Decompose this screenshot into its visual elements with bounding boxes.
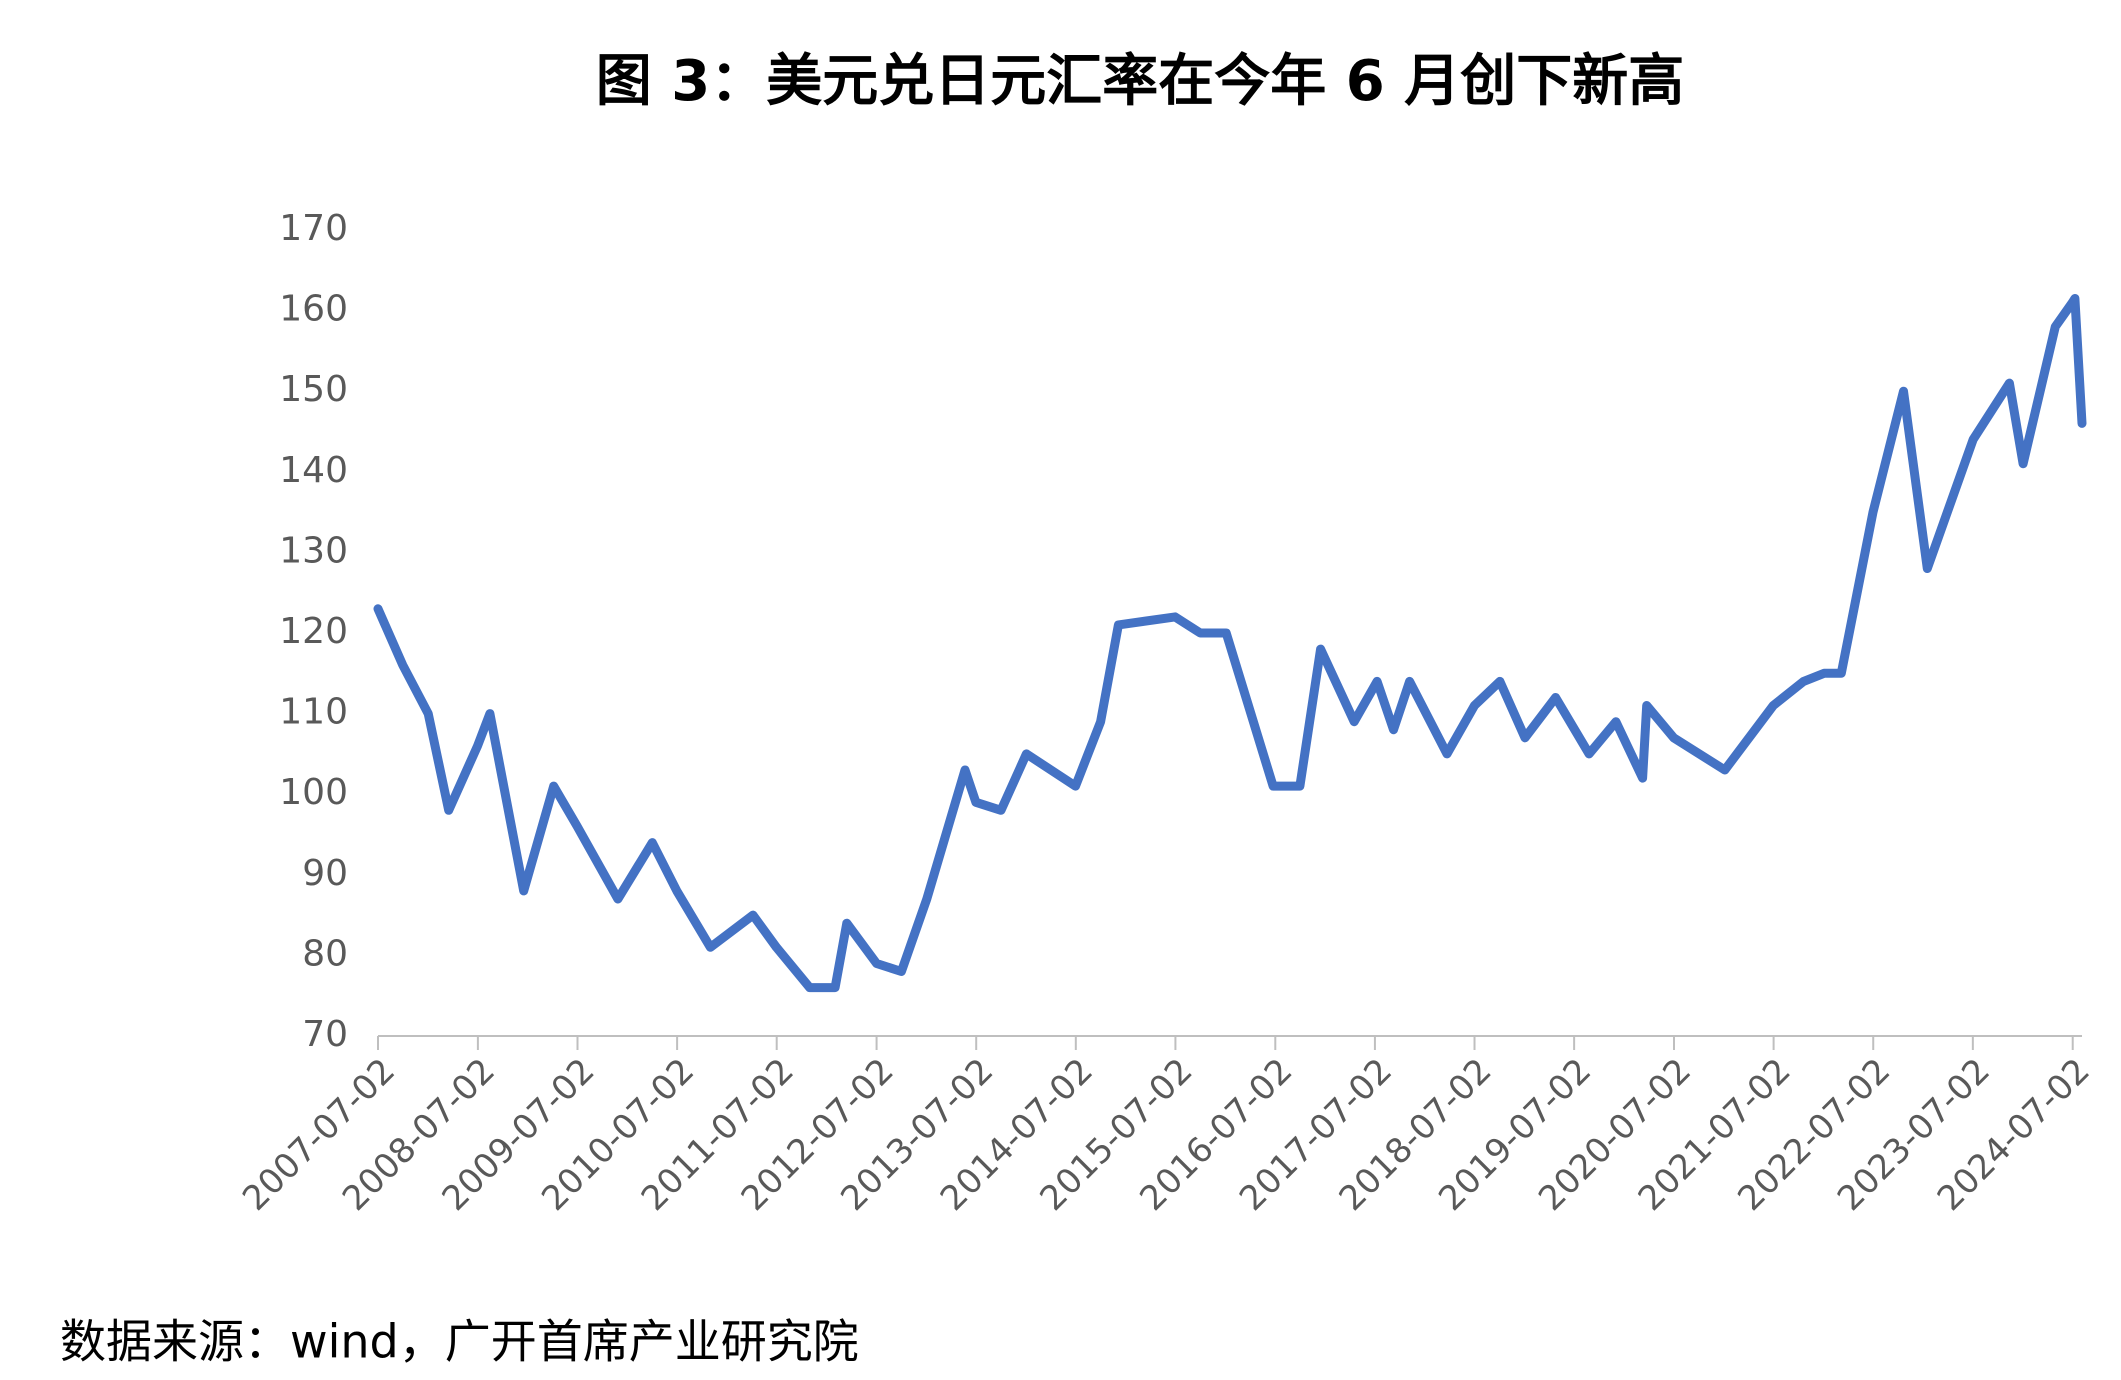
y-tick-label: 170 xyxy=(279,208,348,249)
y-tick-label: 130 xyxy=(279,530,348,571)
y-tick-label: 120 xyxy=(279,611,348,652)
chart-title: 图 3：美元兑日元汇率在今年 6 月创下新高 xyxy=(596,49,1684,114)
y-tick-label: 80 xyxy=(302,933,348,974)
y-tick-label: 140 xyxy=(279,450,348,491)
price-line xyxy=(373,294,2087,993)
y-tick-label: 160 xyxy=(279,289,348,330)
y-tick-label: 70 xyxy=(302,1014,348,1055)
y-tick-label: 90 xyxy=(302,853,348,894)
y-tick-label: 150 xyxy=(279,369,348,410)
y-tick-label: 100 xyxy=(279,772,348,813)
source-note: 数据来源：wind，广开首席产业研究院 xyxy=(60,1315,859,1369)
y-tick-label: 110 xyxy=(279,692,348,733)
